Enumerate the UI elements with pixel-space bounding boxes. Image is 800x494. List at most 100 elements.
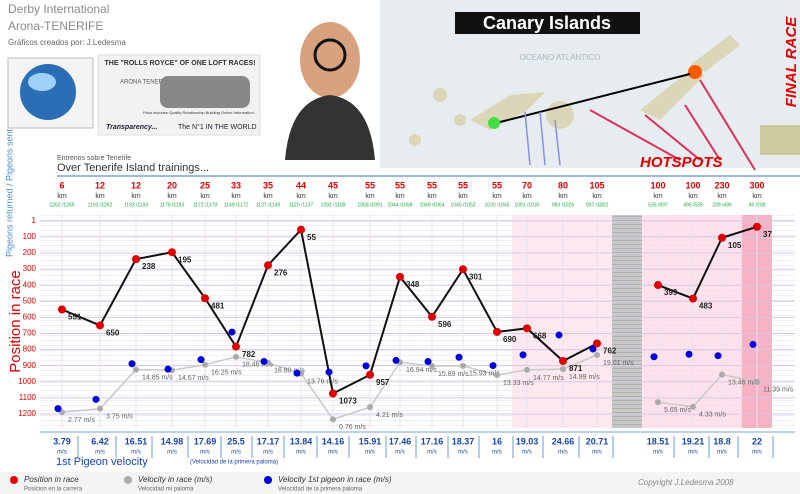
first-velocity-unit: m/s	[653, 450, 663, 456]
first-velocity-unit: m/s	[296, 450, 306, 456]
returned-sent: 1178 /1193	[160, 202, 185, 208]
velocity-point	[367, 404, 373, 411]
first-velocity-point	[92, 395, 100, 403]
man-head	[300, 22, 360, 98]
distance-label: 100	[650, 180, 665, 190]
first-velocity-unit: m/s	[328, 450, 338, 456]
position-label: 1073	[339, 397, 357, 406]
position-point	[201, 294, 209, 303]
legend-swatch	[264, 476, 272, 484]
returned-sent: 1120 /1137	[289, 202, 314, 208]
final-zone	[642, 215, 742, 428]
first-velocity-point	[749, 340, 757, 348]
y-tick-label: 1200	[18, 409, 36, 418]
position-point	[559, 357, 567, 366]
first-velocity-unit: m/s	[492, 450, 502, 456]
distance-unit: km	[653, 193, 663, 200]
first-velocity-unit: m/s	[458, 450, 468, 456]
position-label: 481	[211, 301, 225, 310]
velocity-point	[330, 416, 336, 423]
legend-bg	[0, 472, 800, 494]
position-label: 301	[469, 272, 483, 281]
distance-label: 55	[458, 180, 468, 190]
returned-sent: 983 /1026	[552, 202, 574, 208]
legend-label: Position in race	[24, 475, 79, 484]
y-tick-label: 900	[23, 361, 37, 370]
position-label: 668	[533, 331, 547, 340]
first-velocity-unit: m/s	[558, 450, 568, 456]
velocity-label: 14.99 m/s	[569, 374, 600, 381]
returned-sent: 535 /997	[648, 202, 668, 208]
velocity-point	[754, 378, 760, 385]
position-point	[232, 342, 240, 351]
position-label: 483	[699, 302, 713, 311]
legend-sublabel: Posicion en la carrera	[24, 487, 83, 493]
first-velocity-unit: m/s	[752, 450, 762, 456]
velocity-label: 14.77 m/s	[533, 375, 564, 382]
distance-label: 45	[328, 180, 338, 190]
distance-unit: km	[365, 193, 375, 200]
position-label: 650	[106, 329, 120, 338]
legend-sublabel: Velocidad de la primera paloma	[278, 487, 363, 493]
velocity-point	[460, 362, 466, 369]
returned-sent: 496 /535	[683, 202, 703, 208]
island-hierro	[409, 134, 421, 146]
magnifier	[313, 38, 347, 72]
first-velocity-unit: m/s	[522, 450, 532, 456]
distance-unit: km	[263, 193, 273, 200]
position-label: 399	[664, 288, 678, 297]
first-velocity-point	[455, 353, 463, 361]
distance-label: 55	[427, 180, 437, 190]
money	[760, 125, 800, 155]
velocity-point	[429, 362, 435, 369]
finish-marker	[488, 117, 500, 129]
first-velocity-unit: m/s	[57, 450, 67, 456]
velocity-label: 16.94 m/s	[406, 367, 437, 374]
position-point	[718, 233, 726, 242]
distance-unit: km	[328, 193, 338, 200]
first-velocity-value: 19.21	[682, 436, 705, 446]
first-velocity-value: 3.79	[53, 436, 71, 446]
header-line1: Derby International	[8, 2, 109, 16]
returned-sent: 1193 /1262	[88, 202, 113, 208]
ad-note: Price includes Quality Relationship Buil…	[143, 110, 257, 115]
distance-label: 80	[558, 180, 568, 190]
hotspot-arrows-blue	[524, 111, 561, 166]
hotspot-arrows-red	[589, 79, 756, 171]
y-tick-label: 200	[23, 248, 37, 257]
first-velocity-point	[293, 369, 301, 377]
first-velocity-value: 17.16	[421, 436, 444, 446]
distance-label: 20	[167, 180, 177, 190]
velocity-label: 4.33 m/s	[699, 412, 726, 419]
first-velocity-point	[197, 356, 205, 364]
distance-label: 230	[714, 180, 729, 190]
returned-sent: 997 /1002	[586, 202, 608, 208]
first-velocity-value: 16	[492, 436, 502, 446]
position-point	[96, 321, 104, 330]
first-velocity-value: 18.37	[452, 436, 475, 446]
y-tick-label: 300	[23, 264, 37, 273]
y-tick-label: 1	[32, 216, 37, 225]
first-velocity-unit: m/s	[427, 450, 437, 456]
distance-unit: km	[395, 193, 405, 200]
first-velocity-value: 18.51	[647, 436, 670, 446]
velocity-label: 4.21 m/s	[376, 412, 403, 419]
distance-label: 105	[589, 180, 604, 190]
distance-label: 100	[685, 180, 700, 190]
first-velocity-value: 20.71	[586, 436, 609, 446]
y-tick-label: 400	[23, 280, 37, 289]
distance-unit: km	[427, 193, 437, 200]
first-velocity-point	[325, 368, 333, 376]
y-tick-label: 1100	[19, 393, 37, 402]
velocity-point	[594, 351, 600, 358]
position-label: 551	[68, 313, 82, 322]
distance-unit: km	[592, 193, 602, 200]
first-velocity-point	[228, 328, 236, 336]
distance-label: 6	[59, 180, 64, 190]
first-velocity-value: 6.42	[91, 436, 109, 446]
position-point	[593, 339, 601, 348]
distance-label: 25	[200, 180, 210, 190]
velocity-point	[233, 353, 239, 360]
island-lanzarote	[690, 35, 740, 72]
distance-unit: km	[131, 193, 141, 200]
